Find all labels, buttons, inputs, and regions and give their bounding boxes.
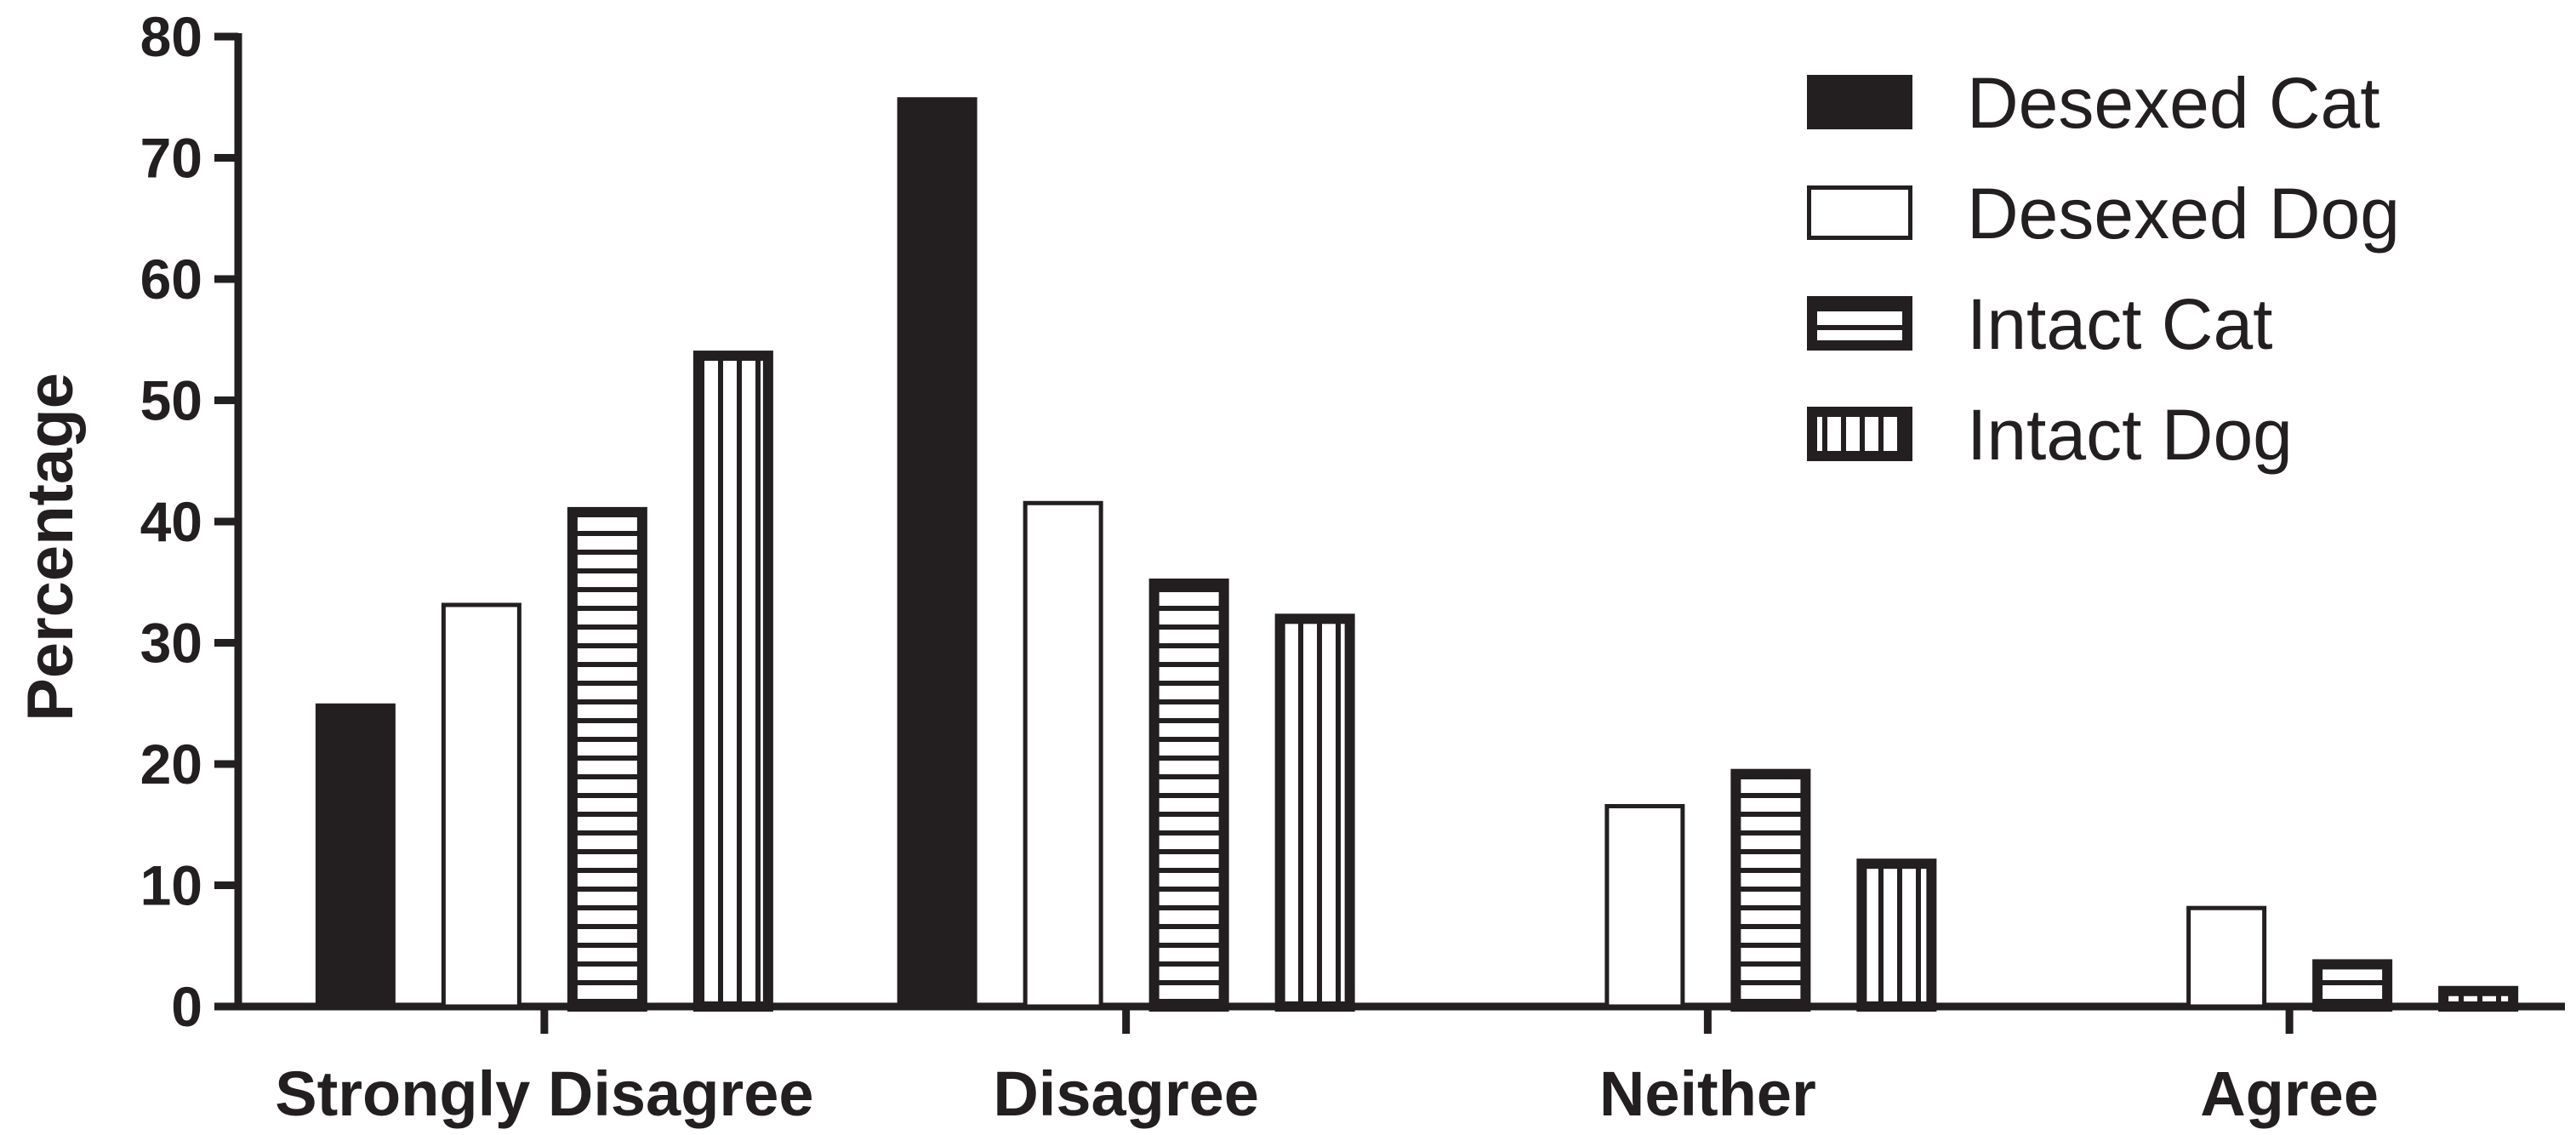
bar-intact-cat-disagree: [1148, 578, 1229, 1012]
bar-intact-cat-agree: [2312, 959, 2393, 1012]
y-tick-label: 20: [140, 733, 202, 796]
bar-desexed-cat-disagree: [897, 97, 977, 1008]
y-tick-label: 0: [171, 975, 202, 1038]
legend-label-intact-cat: Intact Cat: [1967, 284, 2273, 364]
y-tick-label: 80: [140, 5, 202, 68]
y-axis-title: Percentage: [14, 373, 87, 721]
bar-desexed-cat-strongly-disagree: [315, 703, 396, 1008]
bar-intact-dog-agree: [2438, 985, 2519, 1012]
bar-intact-cat-strongly-disagree: [567, 506, 647, 1012]
x-tick-label-neither: Neither: [1599, 1058, 1816, 1129]
bar-desexed-dog-disagree: [1023, 500, 1103, 1009]
y-tick-label: 10: [140, 854, 202, 917]
y-tick-label: 30: [140, 612, 202, 675]
y-tick-label: 70: [140, 127, 202, 190]
bar-desexed-dog-strongly-disagree: [441, 602, 521, 1009]
legend: Desexed Cat Desexed Dog Intact Cat Intact D…: [1807, 63, 2400, 475]
legend-swatch-intact-dog: [1807, 407, 1912, 461]
axes: 0 10 20 30 40 50 60 70 80 Percentage Strongly Disa…: [14, 5, 2565, 1129]
legend-swatch-intact-cat: [1807, 296, 1912, 351]
bars: [315, 97, 2519, 1012]
y-tick-label: 50: [140, 369, 202, 432]
bar-desexed-dog-agree: [2186, 905, 2267, 1009]
bar-intact-cat-neither: [1730, 768, 1811, 1012]
bar-intact-dog-neither: [1856, 858, 1937, 1012]
legend-label-intact-dog: Intact Dog: [1967, 395, 2293, 475]
x-tick-label-agree: Agree: [2200, 1058, 2379, 1129]
legend-label-desexed-dog: Desexed Dog: [1967, 174, 2400, 254]
x-tick-label-disagree: Disagree: [993, 1058, 1259, 1129]
bar-intact-dog-disagree: [1274, 613, 1355, 1012]
legend-swatch-desexed-cat: [1807, 75, 1912, 129]
bar-desexed-dog-neither: [1604, 804, 1685, 1009]
y-tick-label: 40: [140, 490, 202, 553]
x-tick-label-strongly-disagree: Strongly Disagree: [275, 1058, 813, 1129]
legend-swatch-desexed-dog: [1807, 185, 1912, 240]
bar-intact-dog-strongly-disagree: [692, 351, 773, 1012]
legend-label-desexed-cat: Desexed Cat: [1967, 63, 2380, 143]
y-tick-label: 60: [140, 248, 202, 311]
